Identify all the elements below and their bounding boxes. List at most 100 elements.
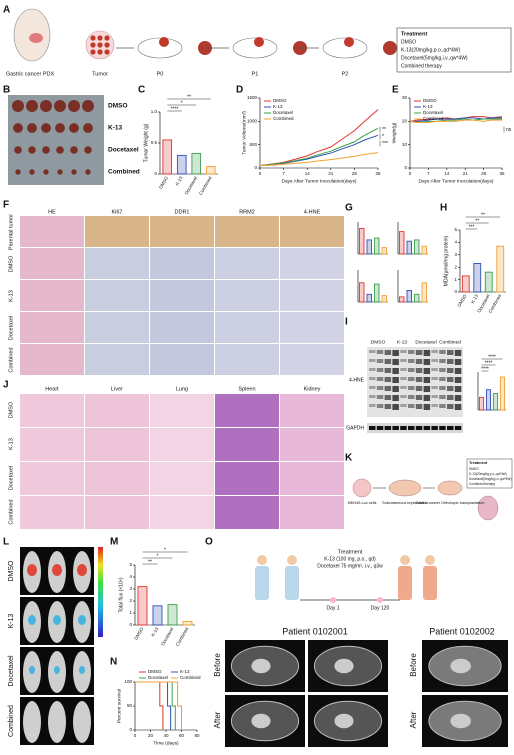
legend-label: Combined [423,116,444,121]
blot-band [431,368,438,371]
label: K-13(20mg/kg,p.o.,qd*4W) [401,47,461,53]
label: Tumor [92,71,108,77]
blot-band [415,386,423,391]
panel-letter: C [138,85,145,96]
blot-band [376,359,384,363]
blot-band [423,426,431,430]
tumor-piece [90,42,96,48]
ihc-image [150,248,214,279]
series-line [409,119,502,123]
blot-band [392,377,399,383]
blot-band [447,426,454,430]
histology-image [150,394,214,427]
label: Combined therapy [469,482,495,486]
ihc-image [280,216,344,247]
blot-band [400,368,407,371]
label: Subcutaneous implantation [382,501,428,505]
bar [366,239,372,255]
x-tick-label: 14 [444,171,450,176]
bioluminescence [29,666,35,674]
blot-band [376,368,384,372]
ihc-image [20,216,84,247]
x-tick-label: K-13 [470,293,479,304]
mouse [232,37,278,59]
bar [167,604,178,626]
tumor [69,123,79,133]
tumor [56,146,64,154]
blot-band [408,386,415,390]
blot-band [415,368,423,373]
blot-band [369,404,376,407]
histology-image [215,428,279,461]
y-tick-label: 0 [404,165,407,170]
significance: ns [506,127,512,133]
ct-organ [334,658,354,674]
y-tick-label: 1.0 [151,109,158,114]
series-line [259,152,379,167]
blot-band [376,395,384,399]
bar [492,393,499,411]
tumor [41,123,51,133]
label: P1 [252,71,259,77]
histology-image [150,428,214,461]
blot-band [400,404,407,407]
tumor [26,100,38,112]
y-tick-label: 10 [402,142,408,147]
label: Docetaxel [108,147,139,154]
histology-image [85,394,149,427]
y-tick-label: 20 [402,119,408,124]
legend-label: Combined [180,675,201,680]
histology-image [150,496,214,529]
blot-band [369,359,376,362]
histology-image [150,462,214,495]
tumor-piece [104,35,110,41]
blot-band [369,377,376,380]
timepoint [377,597,383,603]
person-head [287,555,297,565]
significance: * [382,134,384,140]
y-tick-label: 1500 [247,95,258,100]
ct-organ [450,658,472,674]
label: After [409,711,418,728]
bioluminescence [27,564,37,576]
blot-band [376,404,384,408]
ihc-image [150,280,214,311]
ihc-image [85,216,149,247]
ihc-image [215,344,279,375]
bioluminescence [79,666,85,674]
label: Gastric cancer PDX [6,71,55,77]
blot-band [415,404,423,409]
tumor-piece [104,42,110,48]
blot-band [423,377,431,383]
stomach [29,33,43,43]
legend-label: Docetaxel [423,110,443,115]
label: DMSO [469,467,479,471]
y-tick-label: 0 [154,171,157,176]
ihc-image [280,312,344,343]
label: Docetaxel 75 mg/m², i.v., q3w [317,563,383,569]
tumor [14,146,22,154]
y-tick-label: 2 [454,264,457,269]
blot-band [431,359,438,362]
ihc-image [20,312,84,343]
y-tick-label: 1 [129,610,132,615]
blot-band [400,395,407,398]
ihc-image [280,280,344,311]
ihc-image [150,344,214,375]
blot-band [400,359,407,362]
bar [399,296,405,303]
tumor [82,100,94,112]
significance: ** [481,212,485,218]
panel-letter: I [345,317,348,328]
x-tick-label: Combined [175,626,190,647]
bioluminescence [77,564,87,576]
bar [137,586,148,626]
bar [205,166,216,175]
y-tick-label: 1000 [247,119,258,124]
y-tick-label: 5 [129,562,132,567]
y-tick-label: 2 [129,598,132,603]
tumor [70,146,78,154]
blot-band [400,426,407,430]
